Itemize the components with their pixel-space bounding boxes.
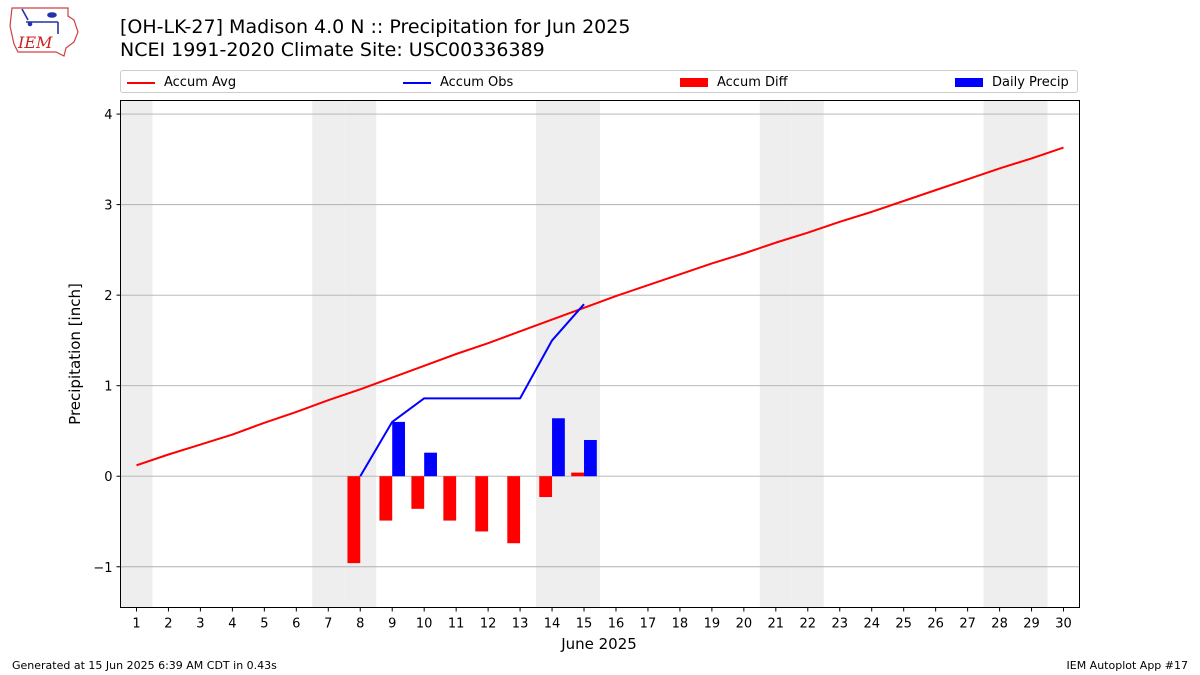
daily-precip-bar — [552, 418, 565, 477]
legend-label-accum-obs: Accum Obs — [440, 75, 514, 90]
svg-text:IEM: IEM — [17, 33, 53, 52]
legend-label-accum-avg: Accum Avg — [164, 75, 237, 90]
weekend-band — [568, 100, 600, 608]
legend-item-daily-precip: Daily Precip — [955, 71, 1069, 94]
x-tick-label: 11 — [448, 617, 465, 632]
x-axis-label: June 2025 — [560, 635, 637, 653]
x-tick-label: 1 — [132, 617, 140, 632]
x-tick-label: 25 — [895, 617, 912, 632]
x-tick-label: 7 — [324, 617, 332, 632]
y-tick-label: 0 — [104, 470, 112, 485]
bars — [347, 418, 597, 564]
x-tick-label: 8 — [356, 617, 364, 632]
chart-title: [OH-LK-27] Madison 4.0 N :: Precipitatio… — [120, 16, 631, 38]
accum-obs-line — [359, 303, 585, 477]
x-tick-label: 19 — [704, 617, 721, 632]
y-tick-label: −1 — [93, 561, 112, 576]
chart-subtitle: NCEI 1991-2020 Climate Site: USC00336389 — [120, 39, 545, 61]
iem-logo: IEM — [9, 7, 79, 57]
accum-diff-bar — [347, 476, 361, 564]
legend-swatch-accum-obs — [403, 81, 431, 84]
accum-diff-bar — [379, 476, 393, 521]
x-tick-label: 15 — [576, 617, 593, 632]
x-tick-label: 26 — [927, 617, 944, 632]
gridlines — [120, 113, 1080, 568]
legend-label-accum-diff: Accum Diff — [717, 75, 788, 90]
x-tick-label: 24 — [863, 617, 880, 632]
legend-label-daily-precip: Daily Precip — [992, 75, 1069, 90]
chart-legend: Accum Avg Accum Obs Accum Diff Daily Pre… — [120, 70, 1078, 93]
y-tick-label: 2 — [104, 289, 112, 304]
x-tick-label: 10 — [416, 617, 433, 632]
x-tick-label: 30 — [1055, 617, 1072, 632]
y-tick-label: 4 — [104, 108, 112, 123]
footer-app-text: IEM Autoplot App #17 — [1066, 659, 1189, 672]
x-tick-label: 13 — [512, 617, 529, 632]
x-tick-label: 5 — [260, 617, 268, 632]
legend-item-accum-obs: Accum Obs — [403, 71, 513, 94]
accum-diff-bar — [475, 476, 489, 532]
x-tick-label: 2 — [164, 617, 172, 632]
weekend-band — [120, 100, 153, 608]
weekend-band — [983, 100, 1016, 608]
legend-swatch-daily-precip — [955, 78, 983, 87]
daily-precip-bar — [424, 452, 437, 477]
accum-diff-bar — [507, 476, 521, 544]
legend-item-accum-avg: Accum Avg — [127, 71, 236, 94]
weekend-band — [536, 100, 569, 608]
x-tick-label: 12 — [480, 617, 497, 632]
y-axis-label: Precipitation [inch] — [66, 283, 84, 425]
accum-avg-line — [136, 146, 1064, 467]
weekend-bands — [120, 100, 1048, 608]
y-tick-label: 1 — [104, 380, 112, 395]
x-tick-label: 14 — [544, 617, 561, 632]
x-tick-label: 29 — [1023, 617, 1040, 632]
x-tick-label: 17 — [640, 617, 657, 632]
x-tick-label: 28 — [991, 617, 1008, 632]
plot-frame — [120, 100, 1080, 608]
x-tick-label: 6 — [292, 617, 300, 632]
legend-item-accum-diff: Accum Diff — [680, 71, 788, 94]
x-tick-label: 4 — [228, 617, 236, 632]
series-lines — [136, 146, 1064, 477]
accum-diff-bar — [443, 476, 457, 521]
x-tick-label: 23 — [831, 617, 848, 632]
accum-diff-bar — [411, 476, 425, 509]
daily-precip-bar — [584, 440, 597, 477]
x-tick-label: 3 — [196, 617, 204, 632]
x-tick-label: 21 — [768, 617, 785, 632]
x-tick-label: 22 — [800, 617, 817, 632]
x-tick-label: 27 — [959, 617, 976, 632]
weekend-band — [791, 100, 824, 608]
weekend-band — [759, 100, 792, 608]
daily-precip-bar — [392, 421, 406, 477]
legend-swatch-accum-avg — [127, 81, 155, 84]
y-tick-label: 3 — [104, 199, 112, 214]
weather-station-icon — [21, 8, 59, 34]
x-tick-label: 18 — [672, 617, 689, 632]
accum-diff-bar — [571, 472, 585, 477]
accum-diff-bar — [539, 476, 553, 498]
x-tick-label: 16 — [608, 617, 625, 632]
x-tick-label: 20 — [736, 617, 753, 632]
x-tick-label: 9 — [388, 617, 396, 632]
footer-generated-text: Generated at 15 Jun 2025 6:39 AM CDT in … — [12, 659, 277, 672]
weekend-band — [312, 100, 345, 608]
legend-swatch-accum-diff — [680, 78, 708, 87]
weekend-band — [1015, 100, 1048, 608]
